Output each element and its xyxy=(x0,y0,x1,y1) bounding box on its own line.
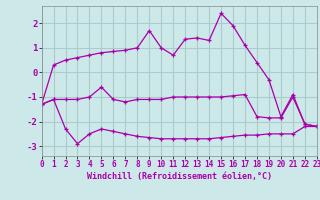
X-axis label: Windchill (Refroidissement éolien,°C): Windchill (Refroidissement éolien,°C) xyxy=(87,172,272,181)
